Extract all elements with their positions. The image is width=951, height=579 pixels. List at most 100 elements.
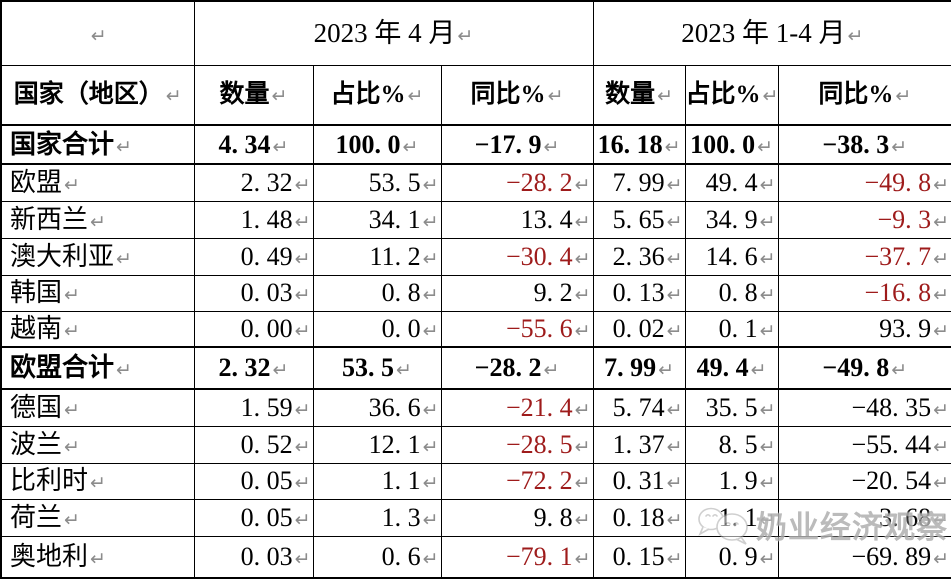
corner-cell: ↵ — [0, 0, 195, 66]
country-name: 波兰 — [10, 429, 63, 459]
paragraph-mark: ↵ — [933, 508, 950, 531]
cell-value: −38. 3 — [822, 129, 890, 159]
paragraph-mark: ↵ — [294, 319, 311, 342]
paragraph-mark: ↵ — [762, 84, 779, 107]
value-cell: 49. 4 ↵ — [684, 346, 779, 390]
value-cell: 1. 3 ↵ — [312, 498, 442, 537]
header-country: 国家（地区） ↵ — [0, 65, 195, 126]
cell-value: 49. 4 — [705, 167, 758, 197]
paragraph-mark: ↵ — [895, 84, 912, 107]
value-cell: 12. 1 ↵ — [312, 425, 442, 464]
value-cell: −28. 5 ↵ — [440, 425, 594, 464]
paragraph-mark: ↵ — [422, 210, 439, 233]
paragraph-mark: ↵ — [759, 210, 776, 233]
table-row: 欧盟合计 ↵ 2. 32 ↵ 53. 5 ↵ −28. 2 ↵ 7. 99 ↵ 49. 4 ↵ −49.… — [0, 346, 951, 390]
value-cell: 0. 9 ↵ — [684, 535, 779, 579]
cell-value: 53. 5 — [368, 167, 421, 197]
paragraph-mark: ↵ — [933, 284, 950, 307]
row-label: 波兰 ↵ — [0, 425, 195, 464]
value-cell: 2. 36 ↵ — [592, 237, 686, 276]
cell-value: −79. 1 — [505, 541, 573, 571]
row-label: 越南 ↵ — [0, 310, 195, 348]
header-share-april: 占比% ↵ — [312, 65, 442, 126]
value-cell: 0. 13 ↵ — [592, 274, 686, 312]
paragraph-mark: ↵ — [657, 84, 673, 107]
header-yoy-janapr: 同比% ↵ — [777, 65, 951, 126]
value-cell: 1. 1 ↵ — [684, 498, 779, 537]
cell-value: −48. 35 — [851, 392, 932, 422]
cell-value: −28. 2 — [474, 353, 542, 383]
cell-value: 1. 1 — [381, 466, 421, 496]
value-cell: 13. 4 ↵ — [440, 200, 594, 239]
country-name: 欧盟 — [10, 167, 63, 197]
cell-value: 1. 59 — [240, 392, 293, 422]
paragraph-mark: ↵ — [294, 508, 311, 531]
paragraph-mark: ↵ — [933, 547, 950, 570]
column-header-row: 国家（地区） ↵ 数量 ↵ 占比% ↵ 同比% ↵ 数量 ↵ 占比% ↵ 同比% ↵ — [0, 65, 951, 126]
header-quantity-april: 数量 ↵ — [193, 65, 314, 126]
value-cell: 0. 52 ↵ — [193, 425, 314, 464]
cell-value: −37. 7 — [864, 241, 932, 271]
paragraph-mark: ↵ — [666, 284, 683, 307]
value-cell: 14. 6 ↵ — [684, 237, 779, 276]
value-cell: 53. 5 ↵ — [312, 346, 442, 390]
paragraph-mark: ↵ — [574, 435, 591, 458]
paragraph-mark: ↵ — [574, 284, 591, 307]
cell-value: −30. 4 — [505, 241, 573, 271]
cell-value: 0. 8 — [381, 278, 421, 308]
row-label: 欧盟 ↵ — [0, 163, 195, 202]
value-cell: 8. 5 ↵ — [684, 425, 779, 464]
paragraph-mark: ↵ — [422, 547, 439, 570]
paragraph-mark: ↵ — [933, 247, 950, 270]
value-cell: 0. 00 ↵ — [193, 310, 314, 348]
cell-value: 0. 0 — [381, 313, 421, 343]
cell-value: −9. 3 — [877, 204, 932, 234]
paragraph-mark: ↵ — [666, 247, 683, 270]
country-name: 德国 — [10, 392, 63, 422]
row-label: 奥地利 ↵ — [0, 535, 195, 579]
paragraph-mark: ↵ — [574, 508, 591, 531]
country-name: 韩国 — [10, 278, 63, 308]
value-cell: 0. 6 ↵ — [312, 535, 442, 579]
value-cell: 100. 0 ↵ — [312, 124, 442, 165]
paragraph-mark: ↵ — [116, 247, 132, 270]
value-cell: 35. 5 ↵ — [684, 388, 779, 427]
cell-value: 0. 6 — [381, 541, 421, 571]
cell-value: 3. 68 — [879, 502, 932, 532]
value-cell: 5. 65 ↵ — [592, 200, 686, 239]
value-cell: −20. 54 ↵ — [777, 462, 951, 500]
paragraph-mark: ↵ — [64, 173, 80, 196]
paragraph-mark: ↵ — [933, 472, 950, 495]
cell-value: 9. 8 — [533, 502, 573, 532]
cell-value: 2. 32 — [218, 353, 271, 383]
paragraph-mark: ↵ — [574, 472, 591, 495]
value-cell: 0. 8 ↵ — [684, 274, 779, 312]
cell-value: −55. 44 — [851, 429, 932, 459]
cell-value: 5. 65 — [612, 204, 665, 234]
table-row: 新西兰 ↵ 1. 48 ↵ 34. 1 ↵ 13. 4 ↵ 5. 65 ↵ 34. 9 ↵ −9. 3 ↵ — [0, 200, 951, 239]
paragraph-mark: ↵ — [891, 359, 908, 382]
value-cell: 11. 2 ↵ — [312, 237, 442, 276]
paragraph-mark: ↵ — [90, 210, 106, 233]
value-cell: 1. 59 ↵ — [193, 388, 314, 427]
cell-value: 49. 4 — [696, 353, 749, 383]
value-cell: 9. 8 ↵ — [440, 498, 594, 537]
paragraph-mark: ↵ — [543, 135, 560, 158]
value-cell: 1. 37 ↵ — [592, 425, 686, 464]
value-cell: 49. 4 ↵ — [684, 163, 779, 202]
paragraph-mark: ↵ — [574, 173, 591, 196]
value-cell: 1. 1 ↵ — [312, 462, 442, 500]
country-name: 澳大利亚 — [10, 241, 115, 271]
cell-value: 1. 1 — [718, 502, 758, 532]
paragraph-mark: ↵ — [90, 472, 106, 495]
paragraph-mark: ↵ — [891, 135, 908, 158]
country-name: 欧盟合计 — [10, 353, 115, 383]
paragraph-mark: ↵ — [759, 435, 776, 458]
cell-value: 1. 48 — [240, 204, 293, 234]
cell-value: 7. 99 — [604, 353, 657, 383]
value-cell: 0. 02 ↵ — [592, 310, 686, 348]
paragraph-mark: ↵ — [666, 319, 683, 342]
value-cell: −30. 4 ↵ — [440, 237, 594, 276]
cell-value: 2. 32 — [240, 167, 293, 197]
